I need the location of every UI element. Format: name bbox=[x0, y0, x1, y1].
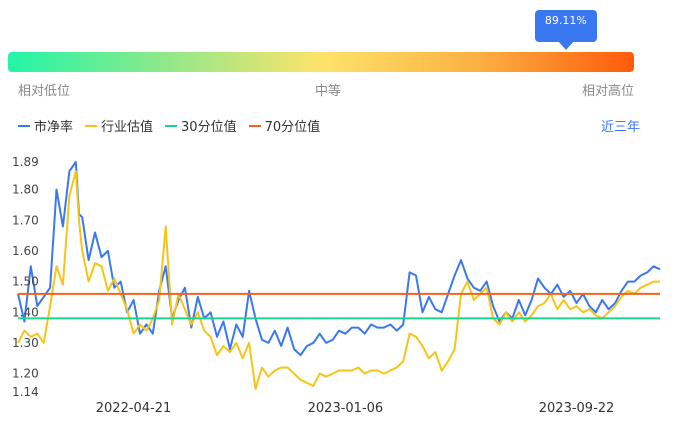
y-tick-label: 1.89 bbox=[12, 155, 39, 169]
series-line-1 bbox=[17, 170, 660, 390]
legend-label: 70分位值 bbox=[264, 120, 321, 135]
y-tick-label: 1.60 bbox=[12, 244, 39, 258]
x-tick-label: 2023-09-22 bbox=[539, 401, 615, 416]
x-tick-label: 2023-01-06 bbox=[308, 401, 384, 416]
tooltip-arrow-icon bbox=[557, 41, 574, 50]
legend-line-icon bbox=[18, 124, 30, 127]
chart-legend: 市净率 行业估值 30分位值 70分位值 bbox=[18, 116, 320, 135]
series-line-0 bbox=[17, 161, 661, 357]
gauge-mid-label: 中等 bbox=[315, 84, 342, 99]
y-tick-label: 1.20 bbox=[12, 367, 39, 381]
legend-item-p30[interactable]: 30分位值 bbox=[165, 116, 237, 135]
legend-item-industry[interactable]: 行业估值 bbox=[85, 116, 153, 135]
legend-label: 市净率 bbox=[34, 120, 74, 135]
legend-line-icon bbox=[248, 124, 261, 127]
y-tick-label: 1.80 bbox=[12, 183, 39, 197]
gauge-low-label: 相对低位 bbox=[18, 84, 71, 99]
y-tick-label: 1.14 bbox=[12, 385, 39, 399]
y-tick-label: 1.40 bbox=[12, 305, 39, 319]
legend-item-p70[interactable]: 70分位值 bbox=[248, 116, 321, 135]
legend-label: 行业估值 bbox=[101, 120, 154, 135]
legend-label: 30分位值 bbox=[181, 120, 237, 135]
percentile-tooltip: 89.11% bbox=[534, 10, 597, 50]
gauge-bar-wrap bbox=[8, 52, 634, 72]
legend-line-icon bbox=[165, 124, 178, 127]
y-tick-label: 1.50 bbox=[12, 275, 39, 289]
percentile-value: 89.11% bbox=[544, 14, 587, 27]
y-tick-label: 1.70 bbox=[12, 213, 39, 227]
gauge-gradient-bar bbox=[8, 52, 634, 72]
period-selector[interactable]: 近三年 bbox=[600, 120, 640, 135]
gauge-high-label: 相对高位 bbox=[582, 84, 635, 99]
legend-line-icon bbox=[85, 124, 98, 127]
y-tick-label: 1.30 bbox=[12, 336, 39, 350]
x-tick-label: 2022-04-21 bbox=[96, 401, 172, 416]
legend-item-pb[interactable]: 市净率 bbox=[18, 116, 73, 135]
pb-line-chart: 1.89 1.80 1.70 1.60 1.50 1.40 1.30 1.20 1.14 2022… bbox=[12, 155, 661, 416]
